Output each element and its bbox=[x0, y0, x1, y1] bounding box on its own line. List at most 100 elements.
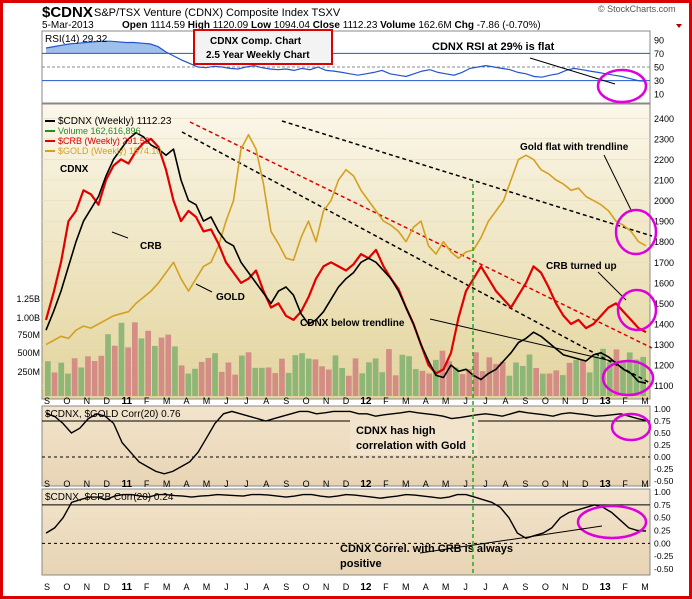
corr-tick-label: 1.00 bbox=[654, 404, 671, 414]
price-tick-label: 1800 bbox=[654, 237, 674, 247]
volume-bar bbox=[232, 374, 238, 396]
volume-bar bbox=[305, 358, 312, 396]
volume-bar bbox=[519, 365, 526, 396]
corr-tick-label: 0.75 bbox=[654, 416, 671, 426]
volume-bar bbox=[259, 367, 265, 396]
price-tick-label: 1400 bbox=[654, 320, 674, 330]
volume-tick-label: 500M bbox=[17, 348, 40, 358]
x-tick-label: D bbox=[582, 479, 589, 489]
volume-bar bbox=[513, 362, 519, 396]
volume-bar bbox=[118, 322, 125, 396]
volume-bar bbox=[352, 358, 359, 396]
x-tick-label: F bbox=[144, 582, 150, 592]
volume-bar bbox=[540, 373, 546, 396]
volume-bar bbox=[372, 358, 379, 396]
volume-bar bbox=[105, 334, 111, 396]
volume-bar bbox=[125, 347, 131, 396]
price-tick-label: 1700 bbox=[654, 258, 674, 268]
volume-bar bbox=[606, 362, 613, 396]
volume-bar bbox=[78, 367, 85, 396]
rsi-line bbox=[45, 40, 647, 82]
x-tick-label: D bbox=[104, 479, 111, 489]
crb-turned-pointer bbox=[597, 271, 627, 301]
x-tick-label: M bbox=[203, 479, 211, 489]
x-tick-label: F bbox=[383, 479, 389, 489]
price-panel: 2400 2300 2200 2100 2000 1900 1800 1700 1600 1500… bbox=[16, 103, 674, 400]
volume-bar bbox=[479, 371, 486, 396]
volume-bar bbox=[91, 361, 98, 396]
x-tick-label: O bbox=[542, 396, 549, 406]
crb-pointer bbox=[111, 231, 129, 239]
volume-bar bbox=[586, 372, 593, 396]
x-tick-label: F bbox=[622, 396, 628, 406]
volume-bar bbox=[85, 356, 91, 396]
rsi-tick-label: 30 bbox=[654, 76, 664, 86]
volume-bar bbox=[553, 370, 560, 396]
x-tick-label: S bbox=[44, 582, 50, 592]
volume-bar bbox=[319, 366, 325, 396]
x-tick-label: S bbox=[522, 396, 528, 406]
cdnx-trend-pointer bbox=[429, 318, 617, 363]
x-tick-label: A bbox=[423, 479, 429, 489]
corr-tick-label: 1.00 bbox=[654, 487, 671, 497]
gold-trendline bbox=[281, 120, 653, 237]
x-tick-label: S bbox=[283, 396, 289, 406]
price-tick-label: 1200 bbox=[654, 361, 674, 371]
price-tick-label: 1600 bbox=[654, 278, 674, 288]
corr-tick-label: -0.25 bbox=[654, 464, 674, 474]
x-tick-label: J bbox=[463, 582, 468, 592]
volume-bar bbox=[178, 365, 185, 396]
volume-bar bbox=[218, 371, 225, 396]
volume-bar bbox=[379, 372, 386, 396]
corr-tick-label: 0.75 bbox=[654, 500, 671, 510]
header-copyright: © StockCharts.com bbox=[598, 4, 676, 14]
volume-bar bbox=[459, 374, 466, 396]
volume-bar bbox=[399, 354, 406, 396]
crb-corr-annotation-2: positive bbox=[340, 558, 382, 570]
volume-bar bbox=[172, 346, 178, 396]
cdnx-trendline bbox=[181, 131, 653, 385]
volume-bar bbox=[185, 373, 192, 396]
x-tick-label: J bbox=[483, 396, 488, 406]
gold-corr-annotation-2: correlation with Gold bbox=[356, 440, 466, 452]
volume-bar bbox=[573, 359, 580, 396]
x-tick-label: 11 bbox=[121, 479, 132, 490]
x-tick-label: A bbox=[502, 582, 508, 592]
volume-bar bbox=[98, 355, 105, 396]
x-tick-label: D bbox=[104, 396, 111, 406]
volume-bar bbox=[359, 373, 366, 396]
rsi-tick-label: 70 bbox=[654, 49, 664, 59]
corr-tick-label: 0.25 bbox=[654, 526, 671, 536]
x-tick-label: S bbox=[44, 396, 50, 406]
volume-bar bbox=[439, 350, 446, 396]
rsi-annotation: CDNX RSI at 29% is flat bbox=[432, 41, 555, 53]
gold-corr-highlight-circle bbox=[610, 412, 652, 442]
rsi-highlight-circle bbox=[596, 68, 648, 104]
volume-bar bbox=[252, 367, 259, 396]
x-tick-label: N bbox=[84, 479, 91, 489]
corr-tick-label: 0.25 bbox=[654, 440, 671, 450]
price-tick-label: 1300 bbox=[654, 340, 674, 350]
x-tick-label: S bbox=[283, 479, 289, 489]
rsi-tick-label: 90 bbox=[654, 35, 664, 45]
crb-turned-annotation: CRB turned up bbox=[546, 261, 617, 272]
x-tick-label: J bbox=[224, 582, 229, 592]
x-tick-label: F bbox=[144, 396, 150, 406]
price-tick-label: 1100 bbox=[654, 381, 673, 391]
x-tick-label: D bbox=[343, 582, 350, 592]
x-axis: S S S O O O N N N D D D 11 11 11 F F F M M M A A A M M M J J J J J J A A A S… bbox=[44, 396, 649, 593]
crb-highlight-circle bbox=[616, 288, 658, 332]
volume-bar bbox=[225, 362, 232, 396]
price-tick-label: 1500 bbox=[654, 299, 674, 309]
price-tick-label: 2000 bbox=[654, 196, 674, 206]
series-line-gold bbox=[45, 133, 647, 346]
volume-bar bbox=[205, 357, 212, 396]
volume-bar bbox=[546, 373, 553, 396]
legend-entry: $CDNX (Weekly) 1112.23 bbox=[58, 116, 172, 127]
volume-bar bbox=[466, 369, 473, 396]
volume-bar bbox=[292, 355, 299, 396]
corr-tick-label: -0.50 bbox=[654, 564, 674, 574]
gold-corr-title: $CDNX, $GOLD Corr(20) 0.76 bbox=[45, 409, 181, 420]
x-tick-label: M bbox=[442, 396, 450, 406]
